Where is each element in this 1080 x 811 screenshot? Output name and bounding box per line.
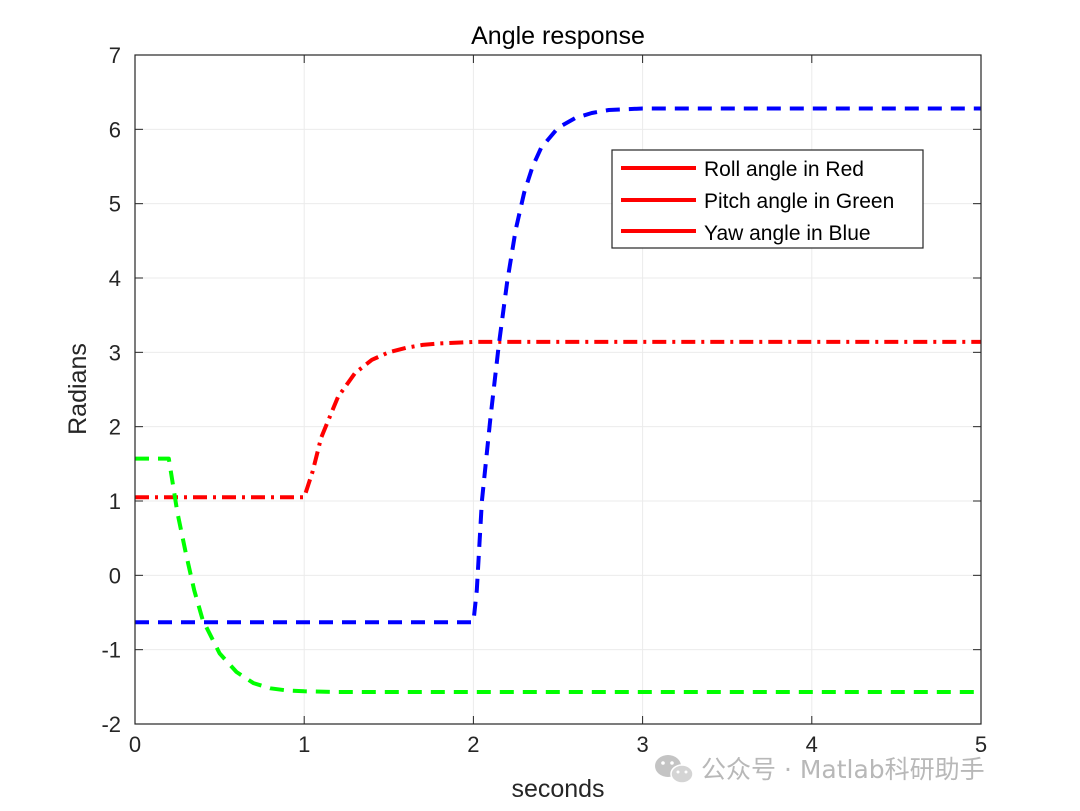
y-tick-label: 2 <box>109 415 121 440</box>
y-tick-label: 5 <box>109 192 121 217</box>
x-axis-label: seconds <box>511 775 604 803</box>
y-tick-label: 1 <box>109 489 121 514</box>
y-tick-label: 3 <box>109 340 121 365</box>
legend-entry-roll: Roll angle in Red <box>704 158 864 181</box>
x-tick-label: 5 <box>975 732 987 757</box>
wechat-icon <box>655 755 694 784</box>
plot-frame <box>134 54 982 725</box>
chart-title: Angle response <box>471 22 645 50</box>
ticks: 0 1 2 3 4 5 -2 -1 0 1 2 3 4 5 6 7 <box>101 43 987 757</box>
y-tick-label: -1 <box>101 638 121 663</box>
y-tick-label: -2 <box>101 712 121 737</box>
y-tick-label: 7 <box>109 43 121 68</box>
y-axis-label: Radians <box>64 343 92 435</box>
series-line-yaw-angle <box>135 106 981 625</box>
series-line-pitch-angle <box>135 456 981 694</box>
x-tick-label: 0 <box>129 732 141 757</box>
x-tick-label: 1 <box>298 732 310 757</box>
y-tick-label: 0 <box>109 563 121 588</box>
watermark-text: 公众号 · Matlab科研助手 <box>701 755 985 784</box>
series-group <box>135 106 981 694</box>
watermark: 公众号 · Matlab科研助手 <box>655 755 985 784</box>
x-tick-label: 3 <box>636 732 648 757</box>
y-tick-label: 4 <box>109 266 121 291</box>
legend-entry-yaw: Yaw angle in Blue <box>704 222 871 245</box>
x-tick-label: 2 <box>467 732 479 757</box>
legend: Roll angle in Red Pitch angle in Green Y… <box>611 149 924 249</box>
x-tick-label: 4 <box>806 732 818 757</box>
series-line-roll-angle <box>135 339 981 500</box>
legend-entry-pitch: Pitch angle in Green <box>704 190 894 213</box>
y-tick-label: 6 <box>109 117 121 142</box>
